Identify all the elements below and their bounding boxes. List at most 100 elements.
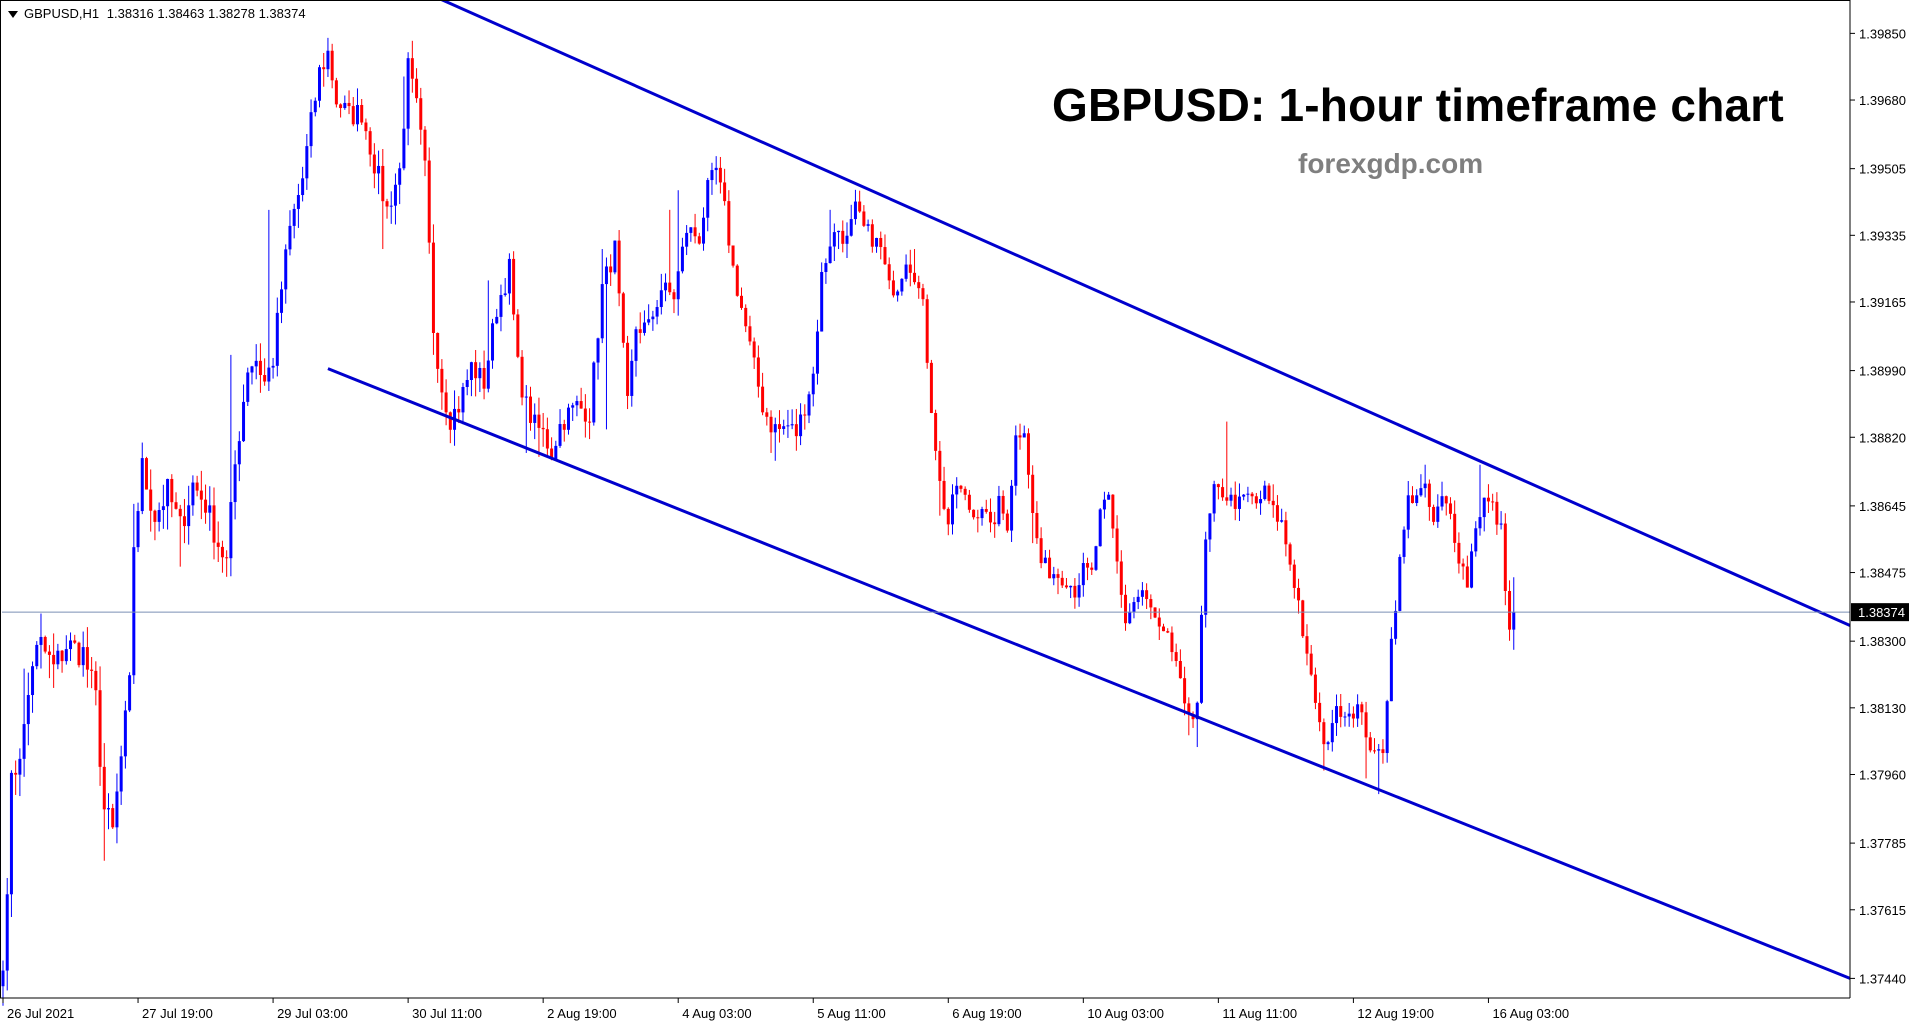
candle <box>491 318 495 369</box>
candle-body <box>305 146 309 179</box>
candle-body <box>1402 529 1406 557</box>
candle <box>1178 649 1182 679</box>
candle <box>1461 558 1465 580</box>
candle <box>512 251 516 321</box>
candle-body <box>313 100 317 113</box>
candle-body <box>765 412 769 417</box>
candle <box>1073 578 1077 609</box>
candle-body <box>866 224 870 226</box>
candle-body <box>1423 483 1427 489</box>
candle <box>474 349 478 397</box>
candle <box>1005 509 1009 533</box>
candle <box>419 87 423 145</box>
candle <box>1149 594 1153 620</box>
candle-body <box>1373 750 1376 752</box>
x-tick-label: 4 Aug 03:00 <box>682 1006 751 1021</box>
candle <box>254 344 258 380</box>
candle-body <box>1271 500 1275 506</box>
candle-body <box>592 362 596 423</box>
candle-body <box>558 424 562 446</box>
candle <box>94 661 98 706</box>
candle <box>604 257 608 430</box>
candle <box>1457 532 1461 574</box>
candle <box>583 394 587 438</box>
candle-body <box>659 290 663 308</box>
candle <box>85 627 89 688</box>
candle-body <box>1060 577 1064 586</box>
candle <box>1166 628 1170 634</box>
candle <box>318 64 321 108</box>
candle-body <box>368 131 372 155</box>
dropdown-triangle-icon[interactable] <box>8 11 18 19</box>
candle <box>558 409 562 448</box>
candle <box>339 103 343 118</box>
candle <box>351 97 355 127</box>
candle-body <box>60 650 64 662</box>
candle <box>697 232 701 245</box>
candle <box>655 299 659 325</box>
candle-body <box>596 338 600 363</box>
candle <box>1018 423 1022 450</box>
candle <box>896 289 900 302</box>
candle <box>1174 643 1178 667</box>
candle <box>170 474 174 518</box>
candle-body <box>841 230 845 244</box>
candle <box>330 43 334 89</box>
candle-body <box>69 640 73 650</box>
candle-body <box>811 373 815 395</box>
candle <box>296 183 300 228</box>
candle-body <box>858 201 862 212</box>
candle-body <box>1174 652 1178 662</box>
candle <box>689 227 693 242</box>
candle <box>702 207 706 251</box>
candle <box>174 492 178 510</box>
candle <box>841 220 845 253</box>
candle-body <box>803 414 807 416</box>
candle-body <box>630 360 634 396</box>
candle-body <box>634 329 638 361</box>
candle-body <box>26 695 30 725</box>
candle <box>1221 478 1225 501</box>
candle-body <box>777 424 781 429</box>
candle <box>891 270 895 298</box>
candle <box>1204 531 1208 628</box>
candle <box>381 149 385 250</box>
candle-body <box>385 201 389 207</box>
candle <box>1398 554 1402 612</box>
candle <box>1208 513 1212 552</box>
candle <box>56 643 60 670</box>
candle <box>1052 566 1056 586</box>
candle <box>1339 694 1343 728</box>
candle <box>1440 481 1444 511</box>
candle <box>35 641 39 670</box>
candle-body <box>347 102 351 107</box>
candle <box>355 88 359 132</box>
candle <box>596 337 600 380</box>
candle-body <box>140 458 144 512</box>
watermark-site: forexgdp.com <box>1298 148 1484 179</box>
candle-body <box>1322 722 1326 745</box>
candle <box>128 672 132 713</box>
candle <box>638 312 642 344</box>
candle-body <box>461 386 465 413</box>
candle <box>1014 425 1018 496</box>
candle <box>1111 494 1115 539</box>
candle-body <box>849 219 853 236</box>
candle-body <box>195 482 199 491</box>
candle-body <box>562 424 566 430</box>
candle-body <box>1444 496 1448 504</box>
candle-body <box>132 547 136 676</box>
candle <box>613 240 617 275</box>
candle-body <box>1486 497 1490 502</box>
candle <box>115 773 119 844</box>
candle-body <box>1499 523 1503 525</box>
candle <box>1508 580 1512 641</box>
candle-body <box>1001 495 1005 514</box>
candle-body <box>1275 505 1279 522</box>
candle <box>1419 474 1423 497</box>
candle <box>461 382 465 425</box>
candle <box>908 249 912 287</box>
candle <box>1271 484 1275 518</box>
candle <box>486 280 490 393</box>
candle <box>875 237 879 253</box>
